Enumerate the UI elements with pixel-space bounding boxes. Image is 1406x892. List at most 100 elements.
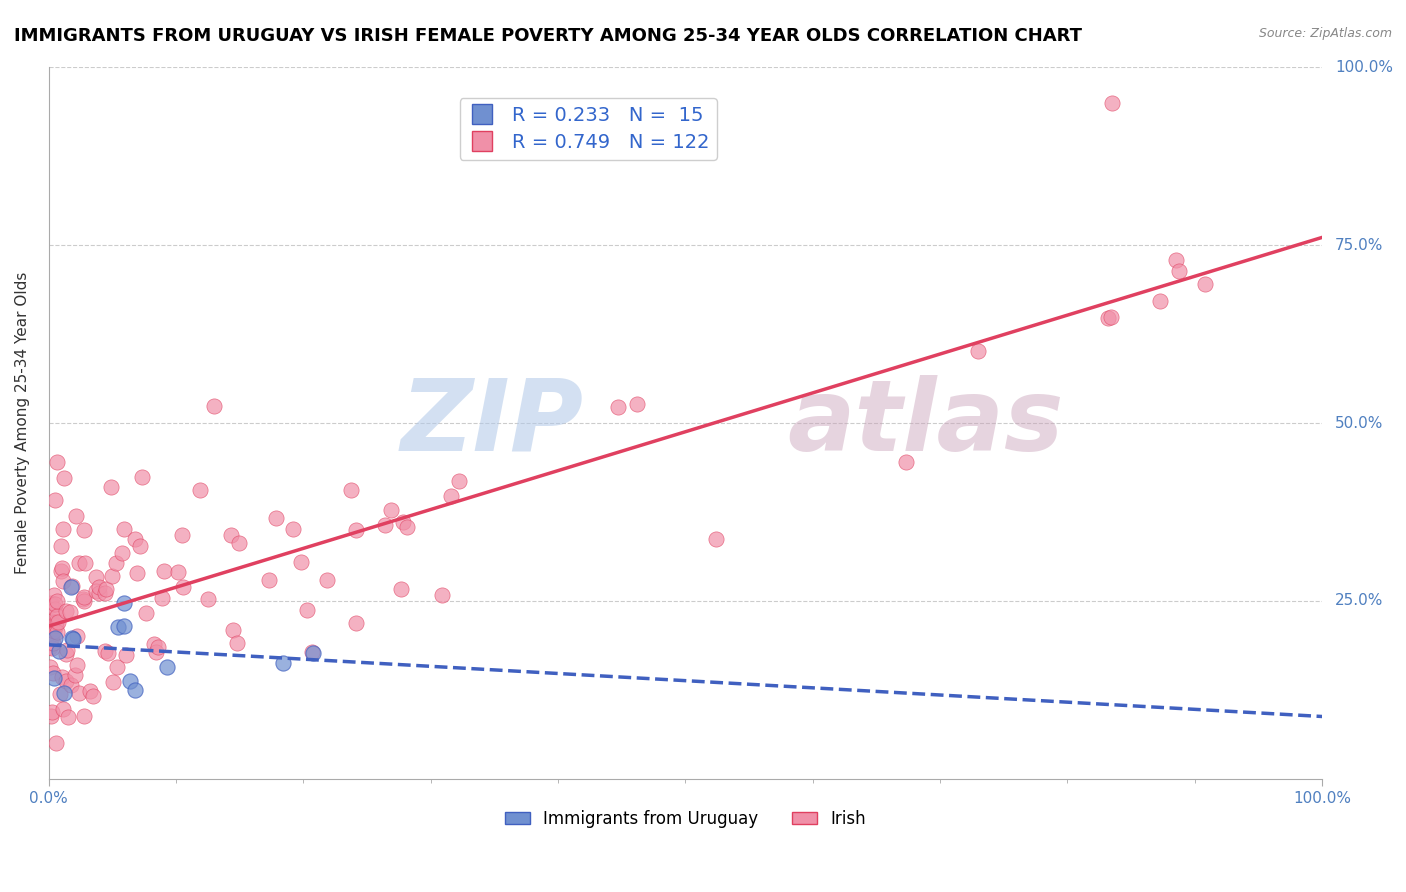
Point [42, 665, 65, 680]
Point [96, 646, 118, 660]
Point [202, 399, 225, 413]
Point [1166, 253, 1188, 268]
Point [39, 636, 62, 650]
Point [105, 556, 128, 570]
Point [172, 580, 194, 594]
Point [112, 596, 135, 610]
Point [52, 471, 75, 485]
Point [39, 596, 62, 610]
Point [45, 615, 67, 629]
Point [145, 645, 167, 659]
Point [626, 397, 648, 411]
Point [120, 674, 142, 689]
Point [344, 523, 367, 537]
Point [79, 684, 101, 698]
Point [166, 565, 188, 579]
Y-axis label: Female Poverty Among 25-34 Year Olds: Female Poverty Among 25-34 Year Olds [15, 272, 30, 574]
Point [51, 670, 73, 684]
Point [129, 539, 152, 553]
Point [51, 561, 73, 575]
Point [53, 686, 76, 700]
Point [59, 678, 82, 692]
Point [302, 646, 325, 660]
Point [188, 483, 211, 498]
Point [39, 708, 62, 723]
Point [39, 640, 62, 654]
Point [44, 493, 66, 508]
Point [105, 660, 128, 674]
Point [271, 657, 294, 671]
Point [257, 573, 280, 587]
Point [42, 624, 65, 639]
Point [704, 533, 727, 547]
Point [221, 623, 243, 637]
Point [55, 647, 77, 661]
Point [94, 582, 117, 596]
Point [111, 546, 134, 560]
Point [46, 615, 69, 630]
Point [52, 522, 75, 536]
Point [59, 580, 82, 594]
Point [42, 672, 65, 686]
Point [380, 503, 402, 517]
Point [72, 523, 94, 537]
Point [67, 556, 90, 570]
Point [301, 645, 323, 659]
Point [39, 660, 62, 674]
Point [100, 480, 122, 494]
Point [65, 508, 87, 523]
Point [225, 636, 247, 650]
Point [44, 602, 66, 616]
Point [125, 566, 148, 581]
Point [290, 555, 312, 569]
Point [46, 455, 69, 469]
Point [197, 591, 219, 606]
Point [156, 660, 179, 674]
Point [60, 631, 83, 645]
Legend: Immigrants from Uruguay, Irish: Immigrants from Uruguay, Irish [498, 804, 873, 835]
Point [55, 674, 77, 689]
Point [103, 675, 125, 690]
Text: atlas: atlas [787, 375, 1064, 472]
Point [62, 632, 84, 647]
Point [389, 582, 412, 596]
Point [430, 588, 453, 602]
Point [392, 515, 415, 529]
Point [1194, 277, 1216, 291]
Point [94, 586, 117, 600]
Point [172, 528, 194, 542]
Point [1149, 293, 1171, 308]
Point [281, 522, 304, 536]
Point [72, 709, 94, 723]
Point [87, 586, 110, 600]
Point [60, 579, 83, 593]
Point [41, 636, 63, 650]
Point [101, 568, 124, 582]
Point [150, 591, 173, 606]
Point [44, 588, 66, 602]
Point [45, 736, 67, 750]
Point [315, 573, 337, 587]
Point [124, 683, 146, 698]
Point [56, 710, 79, 724]
Point [112, 522, 135, 536]
Point [39, 598, 62, 612]
Point [73, 556, 96, 570]
Point [1099, 310, 1122, 324]
Point [135, 606, 157, 620]
Text: ZIP: ZIP [401, 375, 583, 472]
Point [449, 474, 471, 488]
Point [41, 615, 63, 629]
Point [52, 574, 75, 588]
Point [51, 564, 73, 578]
Point [48, 644, 70, 658]
Point [967, 343, 990, 358]
Point [49, 687, 72, 701]
Point [94, 644, 117, 658]
Text: 100.0%: 100.0% [1334, 60, 1393, 75]
Point [339, 483, 361, 497]
Point [46, 625, 69, 640]
Point [152, 564, 174, 578]
Point [44, 597, 66, 611]
Point [72, 591, 94, 606]
